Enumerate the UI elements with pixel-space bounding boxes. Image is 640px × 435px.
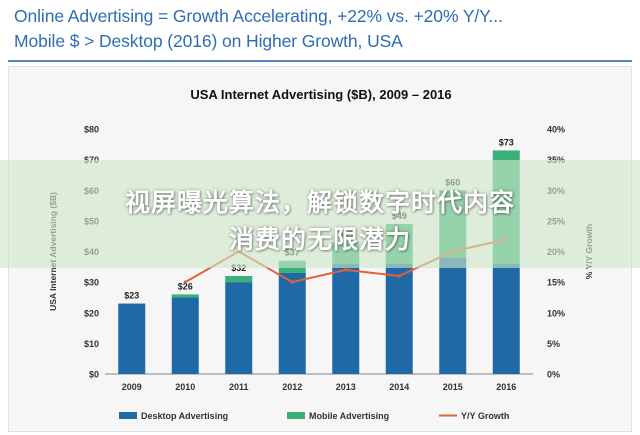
bar-desktop-2013 — [332, 263, 360, 374]
bar-total-label: $73 — [499, 137, 514, 147]
bar-total-label: $23 — [124, 291, 139, 301]
y2-tick-label: 40% — [547, 125, 565, 135]
legend-swatch-mobile — [287, 412, 305, 419]
overlay-band — [0, 160, 640, 268]
bar-desktop-2015 — [439, 257, 467, 374]
y-tick-label: $20 — [84, 308, 99, 318]
legend-label-mobile: Mobile Advertising — [309, 411, 389, 421]
bar-desktop-2011 — [225, 282, 253, 374]
legend-label-desktop: Desktop Advertising — [141, 411, 228, 421]
y-tick-label: $0 — [89, 370, 99, 380]
bar-total-label: $26 — [178, 281, 193, 291]
y-tick-label: $30 — [84, 278, 99, 288]
bar-total-label: $32 — [231, 263, 246, 273]
x-tick-label: 2011 — [229, 382, 249, 392]
slide-header: Online Advertising = Growth Accelerating… — [0, 0, 640, 58]
y2-tick-label: 0% — [547, 370, 560, 380]
slide-title-line2: Mobile $ > Desktop (2016) on Higher Grow… — [14, 31, 403, 51]
y-tick-label: $10 — [84, 339, 99, 349]
line-point-2012 — [290, 280, 294, 284]
x-tick-label: 2012 — [282, 382, 302, 392]
bar-desktop-2016 — [492, 263, 520, 374]
slide-title: Online Advertising = Growth Accelerating… — [14, 4, 634, 54]
line-point-2014 — [397, 274, 401, 278]
y-tick-label: $80 — [84, 125, 99, 135]
x-tick-label: 2013 — [336, 382, 356, 392]
bar-desktop-2014 — [385, 263, 413, 374]
bar-mobile-2010 — [171, 294, 199, 298]
y2-tick-label: 5% — [547, 339, 560, 349]
line-point-2013 — [344, 268, 348, 272]
bar-mobile-2011 — [225, 276, 253, 283]
bar-desktop-2009 — [118, 303, 146, 374]
slide-title-line1: Online Advertising = Growth Accelerating… — [14, 6, 503, 26]
x-tick-label: 2009 — [122, 382, 142, 392]
y2-tick-label: 10% — [547, 308, 565, 318]
y2-tick-label: 15% — [547, 278, 565, 288]
line-point-2010 — [183, 280, 187, 284]
x-tick-label: 2016 — [496, 382, 516, 392]
legend-swatch-desktop — [119, 412, 137, 419]
bar-desktop-2010 — [171, 297, 199, 374]
x-tick-label: 2010 — [175, 382, 195, 392]
bar-desktop-2012 — [278, 272, 306, 374]
overlay-caption-line2: 消费的无限潜力 — [228, 225, 411, 254]
chart-title: USA Internet Advertising ($B), 2009 – 20… — [190, 87, 451, 102]
overlay-caption-line1: 视屏曝光算法，解锁数字时代内容 — [124, 188, 515, 217]
x-tick-label: 2014 — [389, 382, 409, 392]
legend-label-growth: Y/Y Growth — [461, 411, 509, 421]
x-tick-label: 2015 — [443, 382, 463, 392]
header-divider — [8, 60, 632, 62]
